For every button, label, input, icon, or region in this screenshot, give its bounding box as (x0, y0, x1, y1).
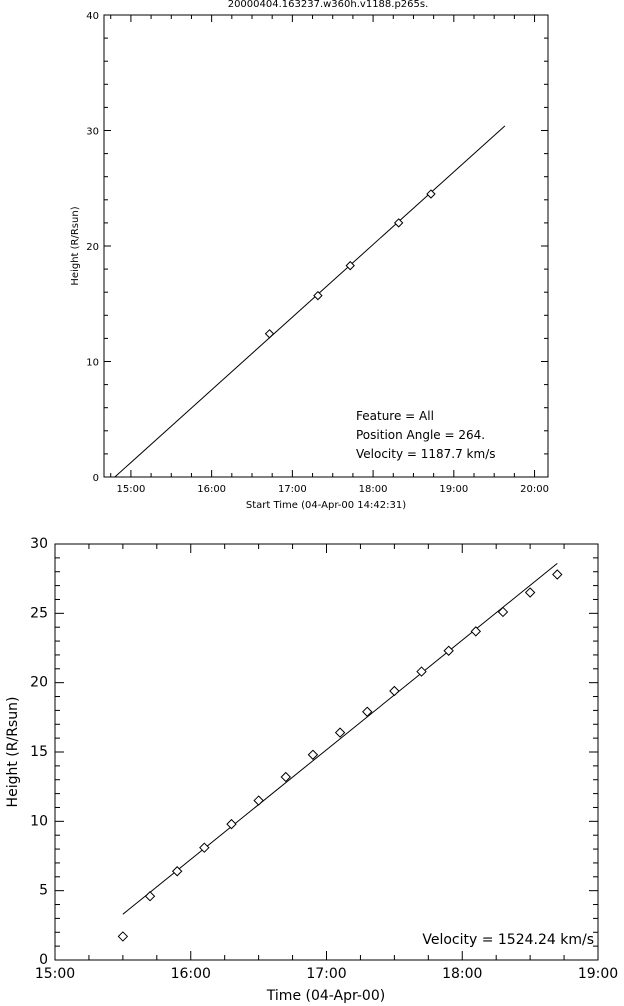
plot-frame (103, 14, 549, 478)
x-tick-label: 16:00 (197, 484, 226, 495)
x-tick-label: 18:00 (442, 966, 482, 982)
height-time-chart-bottom: 0 5 10 15 20 25 30 15:00 16:00 17:00 18:00 19:00 T… (5, 536, 618, 1004)
y-tick-label: 20 (86, 242, 99, 253)
data-point (443, 645, 454, 656)
annotation-position-angle: Position Angle = 264. (356, 428, 485, 442)
data-point (280, 771, 291, 783)
x-tick-label: 20:00 (520, 484, 549, 495)
fit-line (122, 563, 558, 915)
data-point (313, 290, 323, 301)
y-axis-ticks: 0 5 10 15 20 25 30 (30, 536, 598, 968)
annotation-feature: Feature = All (356, 409, 434, 423)
height-time-chart-top: 20000404.163237.w360h.v1188.p265s. 0 10 20… (70, 0, 549, 511)
series (114, 125, 506, 478)
x-tick-label: 18:00 (359, 484, 388, 495)
data-point (426, 189, 436, 199)
data-point (552, 569, 563, 580)
y-tick-label: 30 (30, 536, 48, 552)
data-point (416, 666, 427, 677)
data-point (144, 891, 156, 902)
y-tick-label: 10 (86, 358, 99, 369)
data-point (497, 606, 509, 618)
x-tick-label: 17:00 (306, 966, 346, 982)
y-axis-ticks: 0 10 20 30 40 (86, 11, 548, 484)
y-tick-label: 40 (86, 11, 99, 22)
series (117, 563, 563, 942)
data-point (389, 685, 400, 697)
x-axis-ticks: 15:00 16:00 17:00 18:00 19:00 20:00 (110, 15, 549, 495)
y-tick-label: 0 (93, 473, 99, 484)
x-axis-label: Start Time (04-Apr-00 14:42:31) (246, 500, 406, 511)
plot-frame (54, 543, 599, 961)
y-tick-label: 20 (30, 675, 48, 691)
data-point (334, 727, 346, 738)
y-tick-label: 25 (30, 605, 48, 621)
data-point (524, 587, 536, 598)
data-point (345, 260, 355, 271)
x-tick-label: 17:00 (278, 484, 307, 495)
annotation-velocity: Velocity = 1524.24 km/s (422, 932, 594, 948)
data-point (199, 842, 210, 853)
x-tick-label: 19:00 (439, 484, 468, 495)
x-tick-label: 15:00 (116, 484, 145, 495)
y-tick-label: 5 (39, 883, 48, 899)
fit-line (114, 125, 506, 478)
data-point (470, 626, 482, 637)
x-tick-label: 16:00 (171, 966, 211, 982)
x-tick-label: 15:00 (35, 966, 75, 982)
data-point (362, 706, 373, 717)
y-tick-label: 0 (39, 952, 48, 968)
x-axis-label: Time (04-Apr-00) (266, 988, 385, 1004)
data-point (171, 866, 183, 877)
data-point (264, 329, 275, 339)
annotation-velocity: Velocity = 1187.7 km/s (356, 447, 496, 461)
y-tick-label: 30 (86, 127, 99, 138)
data-point (226, 818, 237, 830)
chart-title: 20000404.163237.w360h.v1188.p265s. (228, 0, 429, 10)
data-point (117, 931, 129, 942)
x-tick-label: 19:00 (578, 966, 618, 982)
x-axis-ticks: 15:00 16:00 17:00 18:00 19:00 (35, 544, 618, 982)
data-point (253, 795, 264, 806)
y-tick-label: 15 (30, 744, 48, 760)
data-point (393, 218, 404, 228)
y-axis-label: Height (R/Rsun) (5, 697, 21, 808)
y-axis-label: Height (R/Rsun) (70, 206, 81, 285)
y-tick-label: 10 (30, 813, 48, 829)
data-point (307, 749, 319, 760)
